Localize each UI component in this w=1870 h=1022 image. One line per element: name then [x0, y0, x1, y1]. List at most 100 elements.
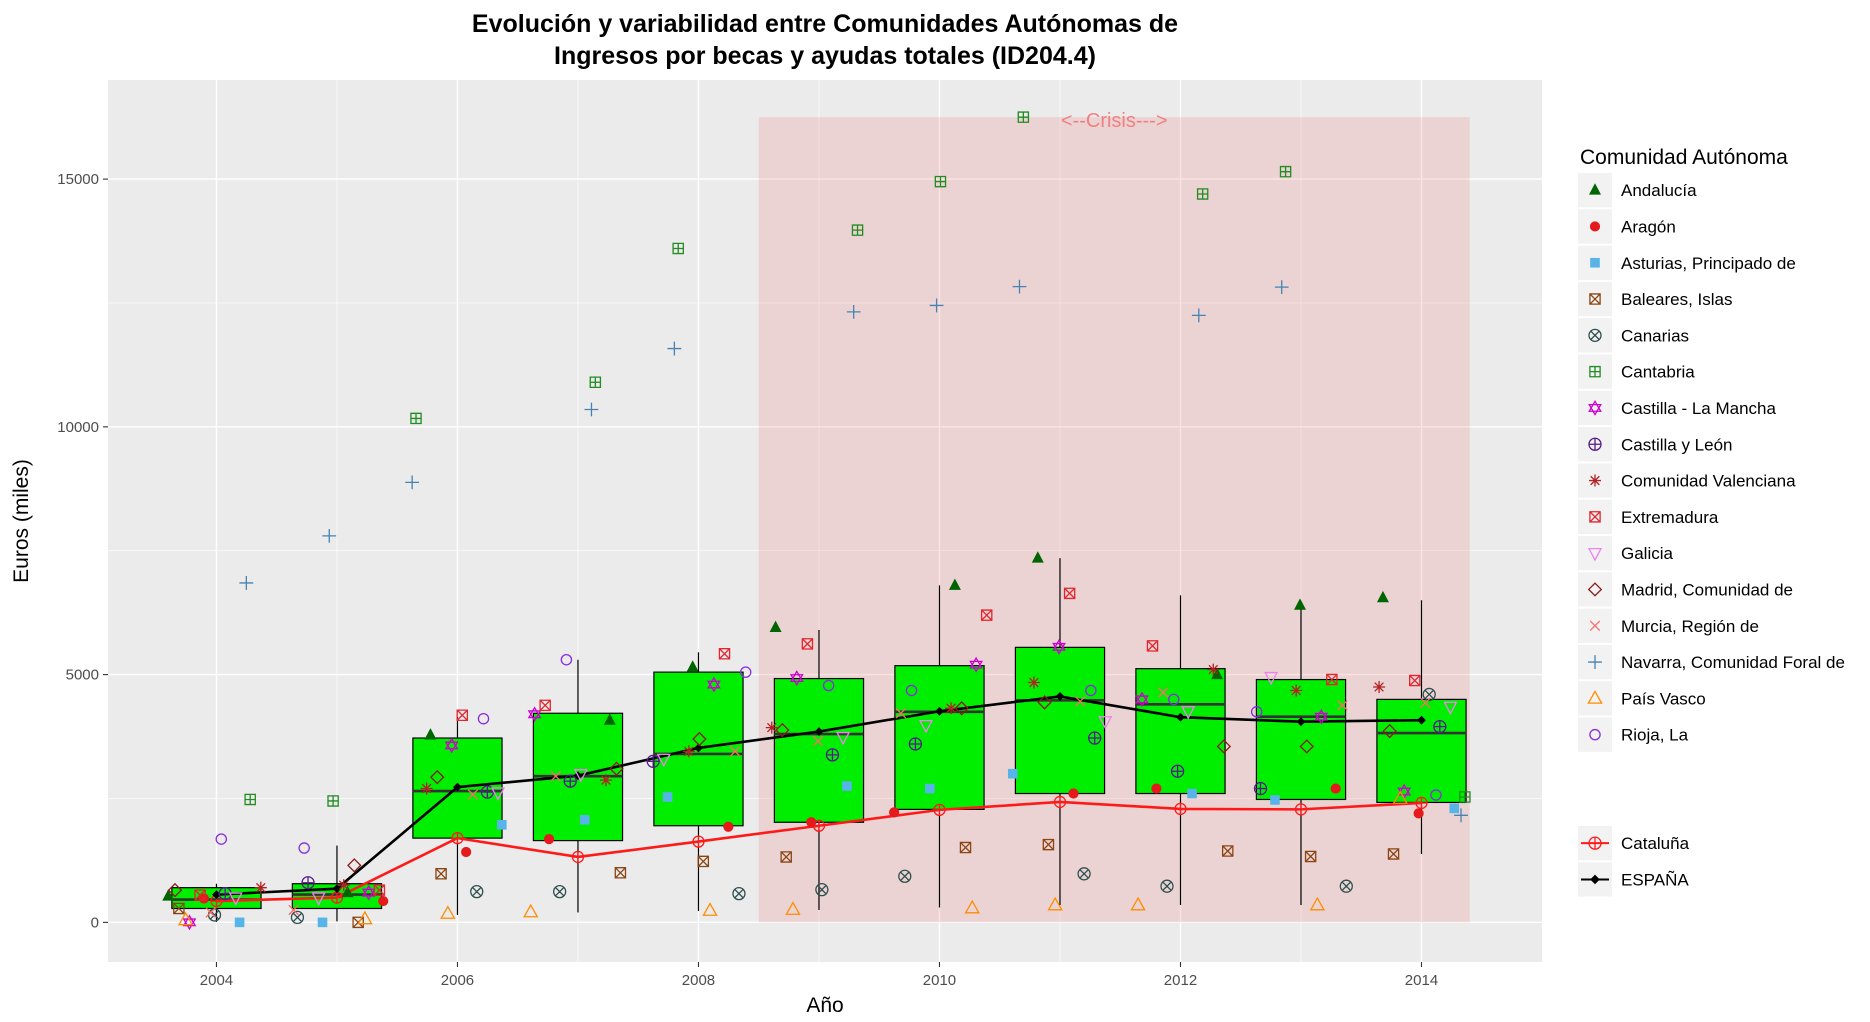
- data-point: [835, 731, 851, 746]
- summary-point: [935, 706, 944, 716]
- data-point: [1326, 673, 1338, 686]
- data-point: [697, 855, 710, 868]
- data-point: [337, 879, 350, 892]
- data-point: [1047, 896, 1063, 911]
- data-point: [347, 858, 362, 873]
- summary-point: [571, 850, 585, 864]
- summary-lines: [210, 692, 1428, 908]
- data-point: [1098, 716, 1113, 730]
- legend-symbol: [1589, 728, 1601, 741]
- legend-symbol: [1589, 221, 1601, 232]
- legend-label: Asturias, Principado de: [1621, 254, 1796, 273]
- data-point: [672, 242, 684, 255]
- data-point: [429, 769, 445, 785]
- data-point: [1157, 687, 1169, 698]
- data-point: [1170, 764, 1185, 778]
- data-point: [1146, 640, 1159, 652]
- summary-point: [451, 832, 464, 845]
- data-point: [662, 792, 673, 802]
- legend-symbol: [1590, 874, 1600, 885]
- data-point: [1017, 111, 1030, 123]
- legend-symbol: [1587, 548, 1603, 562]
- data-point: [609, 761, 624, 776]
- data-point: [1382, 723, 1397, 739]
- legend-label: Comunidad Valenciana: [1621, 472, 1796, 491]
- data-point: [723, 821, 734, 832]
- data-point: [1449, 803, 1460, 814]
- data-point: [1012, 279, 1027, 294]
- data-point: [1253, 781, 1268, 796]
- data-point: [410, 412, 422, 425]
- data-point: [707, 676, 721, 693]
- summary-point: [330, 891, 344, 904]
- data-point: [215, 833, 228, 845]
- box: [1014, 646, 1106, 795]
- legend-key: [1578, 390, 1612, 426]
- data-point: [815, 883, 829, 897]
- data-point: [1160, 879, 1174, 893]
- data-point: [1130, 896, 1146, 911]
- data-point: [1077, 867, 1091, 881]
- summary-point: [692, 835, 705, 848]
- data-point: [550, 770, 562, 782]
- data-point: [322, 528, 337, 543]
- legend-label: Navarra, Comunidad Foral de: [1621, 653, 1845, 672]
- data-point: [1387, 848, 1400, 860]
- data-point: [1339, 879, 1353, 893]
- data-point: [543, 834, 555, 845]
- x-tick-label: 2012: [1164, 972, 1197, 989]
- data-point: [1037, 695, 1052, 710]
- data-point: [523, 903, 539, 918]
- data-point: [656, 753, 671, 768]
- legend-key: [1578, 536, 1612, 571]
- data-point: [780, 851, 792, 863]
- data-point: [563, 774, 577, 788]
- data-point: [589, 376, 602, 389]
- data-point: [373, 884, 386, 896]
- data-point: [361, 884, 376, 901]
- summary-point: [1176, 712, 1185, 722]
- data-point: [1196, 188, 1209, 200]
- data-point: [812, 735, 824, 747]
- data-point: [1250, 706, 1263, 718]
- chart-title-line-2: Ingresos por becas y ayudas totales (ID2…: [554, 42, 1096, 70]
- y-tick-label: 0: [91, 914, 99, 931]
- data-point: [954, 701, 969, 716]
- data-point: [527, 706, 542, 723]
- legend-key: [1578, 572, 1612, 607]
- legend-key: [1578, 681, 1612, 716]
- data-point: [1330, 783, 1341, 794]
- data-point: [288, 904, 299, 916]
- y-tick-label: 15000: [57, 171, 99, 188]
- legend-symbol: [1587, 690, 1603, 704]
- data-point: [444, 737, 459, 754]
- data-point: [205, 907, 216, 918]
- data-point: [1459, 791, 1471, 803]
- data-point: [290, 910, 305, 925]
- data-point: [925, 783, 935, 794]
- data-point: [311, 892, 326, 906]
- data-point: [1181, 706, 1196, 720]
- data-point: [573, 769, 588, 783]
- data-point: [789, 670, 804, 686]
- data-point: [959, 841, 972, 854]
- data-point: [1068, 788, 1079, 799]
- data-point: [851, 224, 864, 236]
- data-point: [895, 707, 907, 719]
- data-point: [1264, 671, 1279, 686]
- x-tick-label: 2008: [682, 972, 715, 989]
- data-point: [1074, 696, 1086, 707]
- data-point: [718, 648, 731, 660]
- data-point: [889, 807, 900, 818]
- legend-symbol: [1589, 511, 1601, 523]
- data-point: [801, 638, 814, 650]
- data-point: [497, 819, 507, 830]
- data-point: [207, 908, 222, 922]
- box: [1376, 698, 1467, 804]
- legend-label: Canarias: [1621, 326, 1689, 345]
- legend-label: Madrid, Comunidad de: [1621, 580, 1793, 599]
- data-point: [686, 660, 699, 672]
- summary-point: [1055, 692, 1065, 701]
- summary-point: [814, 727, 824, 736]
